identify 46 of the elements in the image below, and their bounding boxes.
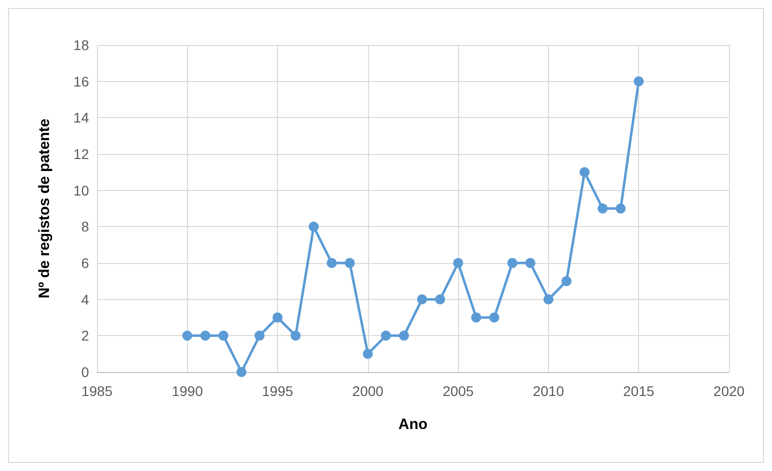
- point: [326, 258, 337, 268]
- point: [308, 222, 319, 232]
- y-tick-label: 8: [81, 218, 90, 235]
- point: [471, 312, 482, 322]
- point: [398, 330, 409, 341]
- point: [362, 348, 373, 359]
- point: [182, 330, 192, 341]
- y-tick-label: 14: [73, 110, 90, 126]
- point: [543, 294, 554, 304]
- point: [435, 294, 446, 304]
- x-tick-label: 2000: [352, 383, 384, 399]
- y-tick-label: 2: [81, 328, 90, 344]
- point: [344, 258, 355, 268]
- point: [525, 258, 536, 268]
- point: [290, 330, 301, 341]
- x-tick-label: 1995: [262, 383, 294, 399]
- y-tick-label: 4: [81, 291, 90, 308]
- point: [489, 312, 500, 322]
- x-tick-label: 1985: [81, 383, 113, 399]
- y-axis-title: Nº de registos de patente: [36, 118, 53, 298]
- y-tick-label: 0: [81, 364, 90, 380]
- x-tick-label: 2010: [532, 383, 564, 399]
- point: [616, 204, 626, 214]
- x-tick-label: 2005: [442, 383, 474, 399]
- point: [453, 258, 464, 268]
- x-tick-label: 2020: [713, 383, 745, 399]
- point: [218, 330, 228, 341]
- point: [580, 167, 590, 178]
- point: [561, 276, 572, 286]
- y-tick-label: 16: [73, 73, 90, 90]
- point: [254, 330, 265, 341]
- point: [507, 258, 518, 268]
- point: [236, 367, 246, 377]
- y-tick-label: 18: [73, 37, 90, 53]
- point: [598, 204, 608, 214]
- y-tick-label: 6: [81, 255, 90, 271]
- y-tick-label: 10: [73, 182, 90, 198]
- point: [380, 330, 391, 341]
- point: [634, 76, 644, 86]
- point: [200, 330, 210, 341]
- x-tick-label: 2015: [623, 383, 654, 399]
- y-tick-label: 12: [73, 146, 90, 162]
- x-tick-label: 1990: [172, 383, 204, 399]
- point: [417, 294, 428, 304]
- x-axis-title: Ano: [398, 416, 428, 433]
- point: [272, 312, 283, 322]
